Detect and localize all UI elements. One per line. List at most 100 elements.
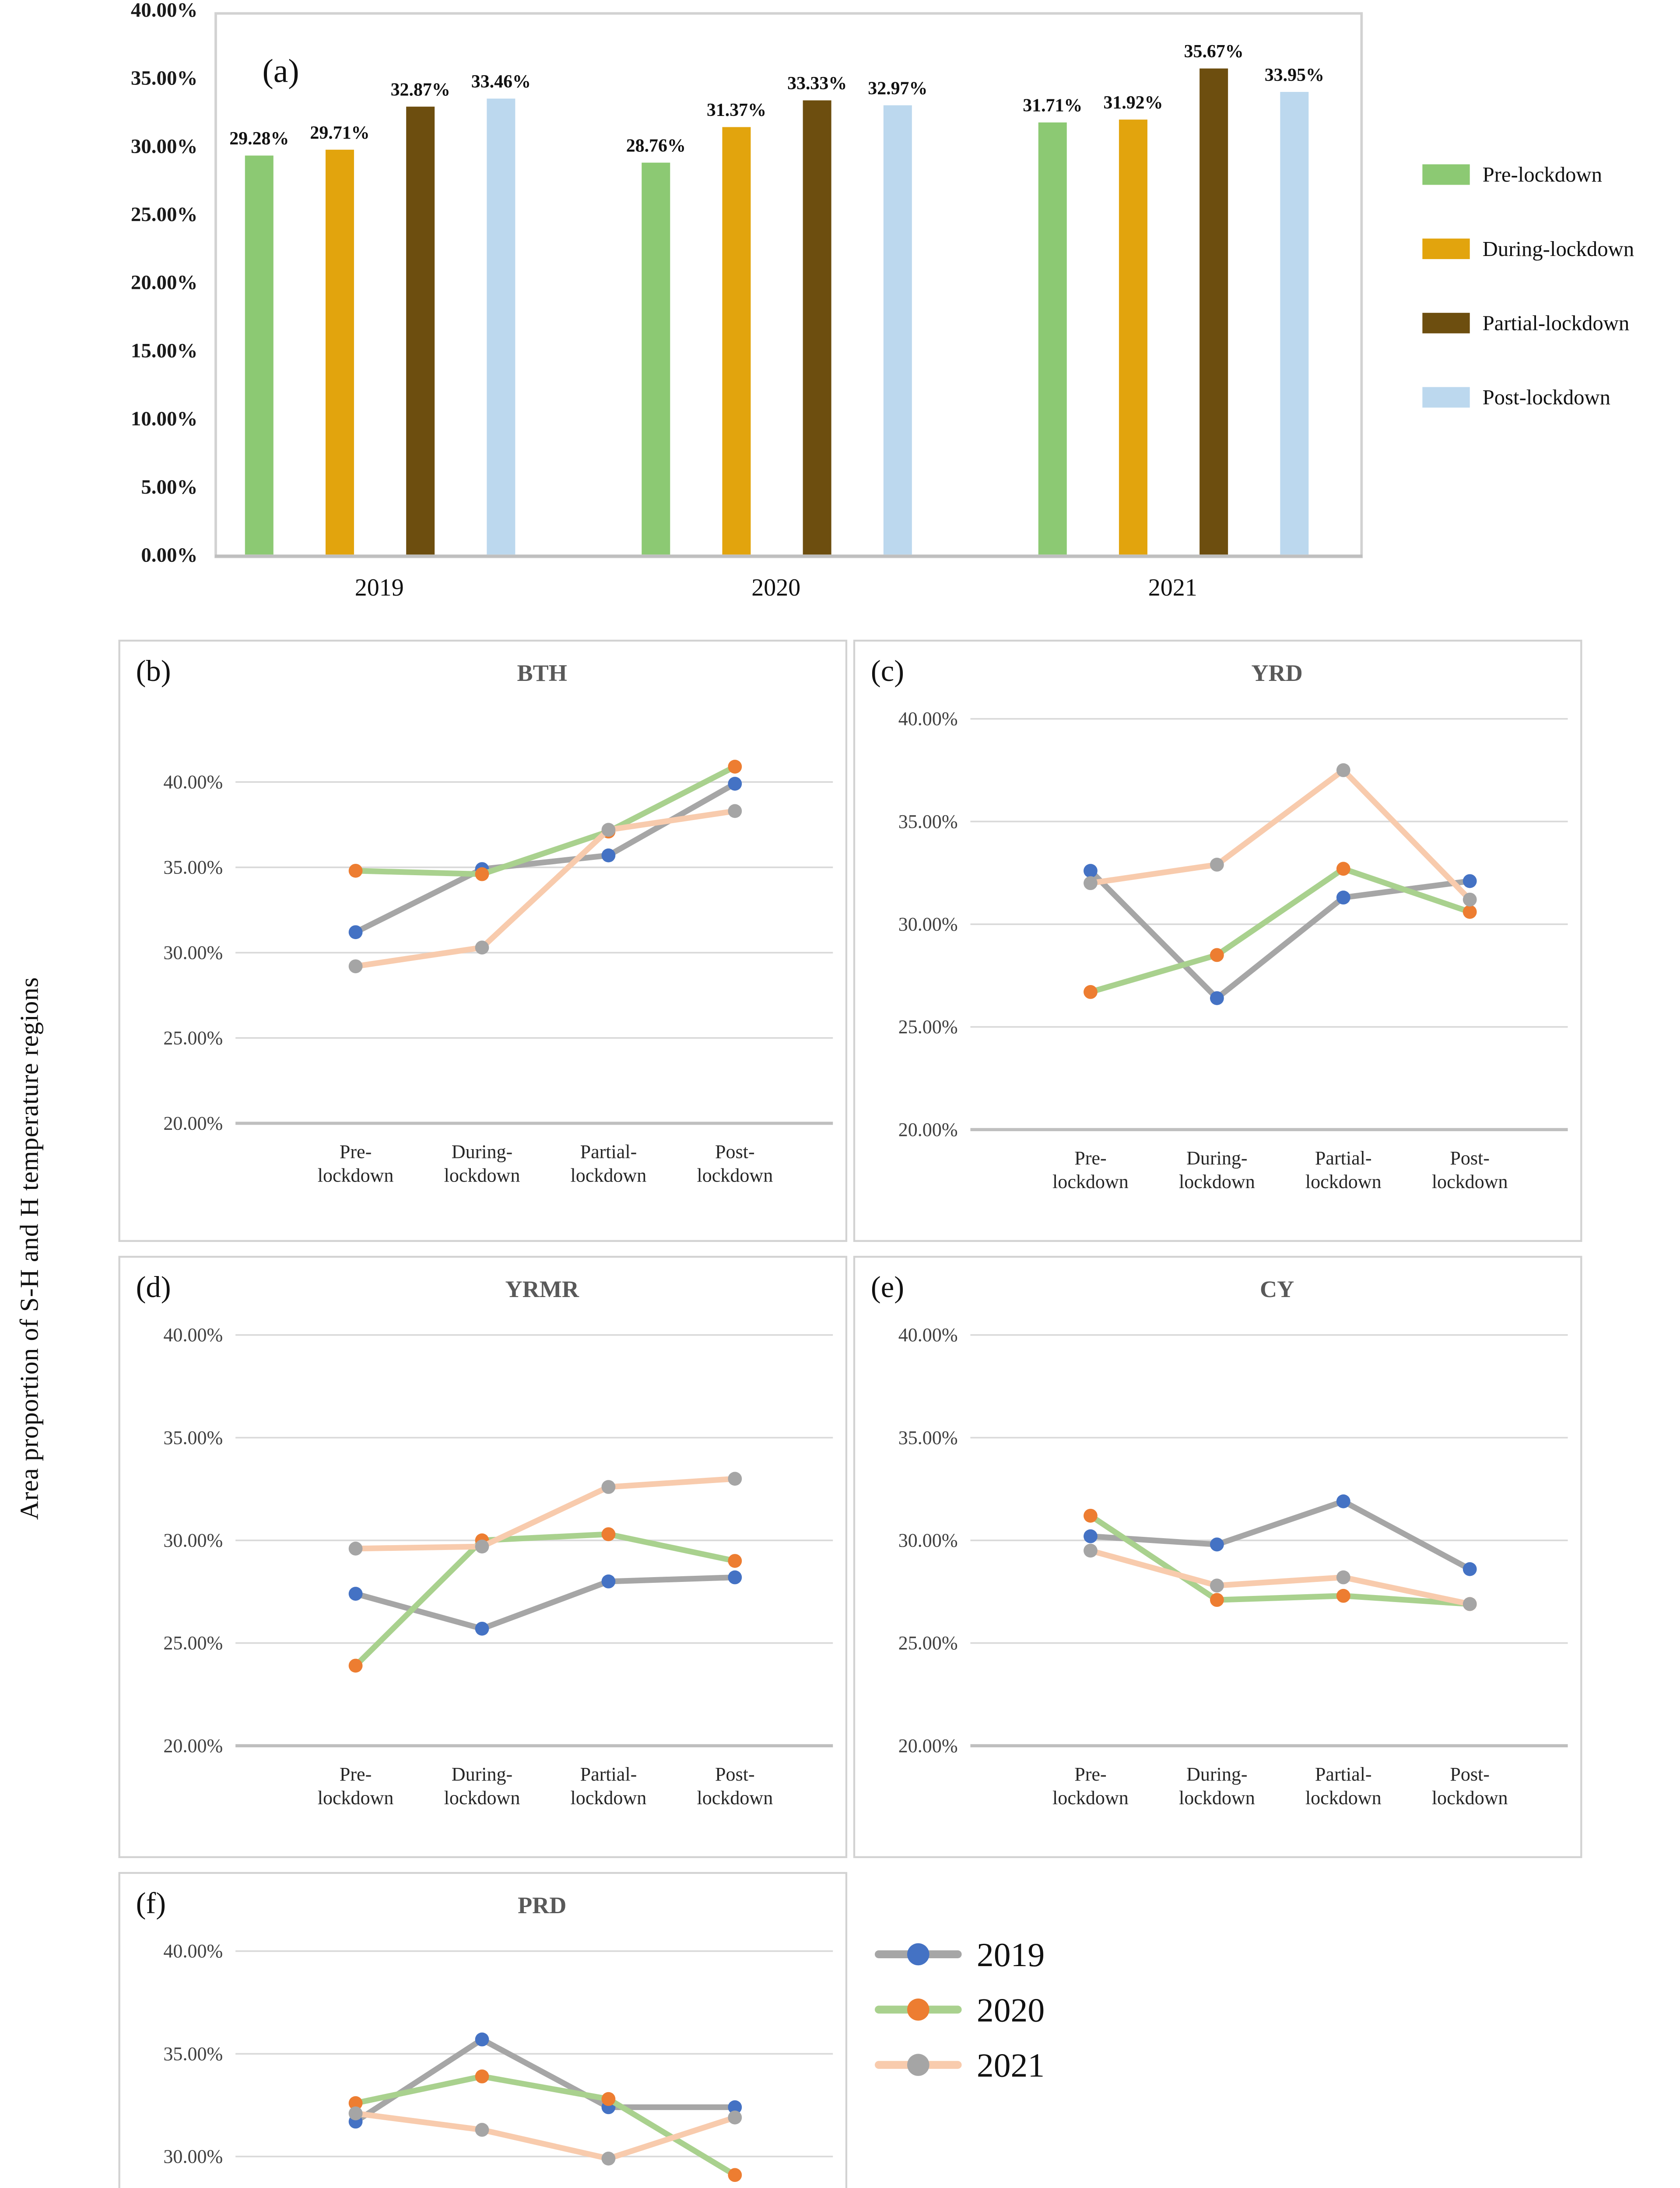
line-series-2019 xyxy=(348,1570,742,1636)
data-point xyxy=(728,2168,742,2182)
panel-title: YRMR xyxy=(505,1276,579,1302)
line-legend-entry: 2019 xyxy=(874,1936,1045,1974)
y-tick-label: 40.00% xyxy=(898,1324,958,1346)
legend-swatch xyxy=(1422,238,1470,259)
data-point xyxy=(1084,1543,1098,1558)
data-point xyxy=(1210,1537,1224,1552)
legend-label: Partial-lockdown xyxy=(1483,312,1630,335)
bar-value-label: 33.33% xyxy=(787,74,847,94)
data-point xyxy=(1463,874,1477,888)
panel-title: PRD xyxy=(518,1892,566,1918)
data-point xyxy=(475,1539,489,1554)
y-tick-label: 0.00% xyxy=(141,543,197,566)
y-tick-label: 20.00% xyxy=(898,1119,958,1140)
y-tick-label: 30.00% xyxy=(898,1529,958,1551)
bar-legend: Pre-lockdown During-lockdown Partial-lockd… xyxy=(1422,163,1634,409)
y-tick-label: 25.00% xyxy=(163,1632,223,1654)
data-point xyxy=(1084,985,1098,999)
data-point xyxy=(475,2069,489,2083)
panel-border xyxy=(853,1255,1582,1858)
data-point xyxy=(348,1541,363,1556)
data-point xyxy=(1084,1508,1098,1523)
y-tick-label: 40.00% xyxy=(163,1324,223,1346)
series-line xyxy=(353,2037,738,2125)
panel-label: (c) xyxy=(871,654,904,687)
y-tick-label: 35.00% xyxy=(163,1427,223,1448)
legend-marker xyxy=(907,1943,929,1966)
data-point xyxy=(475,2032,489,2047)
data-point xyxy=(1084,864,1098,878)
data-point xyxy=(1336,1570,1350,1585)
y-tick-label: 15.00% xyxy=(131,339,198,362)
bar xyxy=(325,150,354,555)
bar-series-During-lockdown: 29.71% 31.37% 31.92% xyxy=(310,93,1163,555)
series-line xyxy=(353,1574,738,1632)
bar-value-label: 31.92% xyxy=(1103,93,1163,113)
data-point xyxy=(1463,892,1477,907)
bar xyxy=(1038,122,1067,555)
line-legend-entry: 2021 xyxy=(874,2047,1045,2084)
y-tick-label: 5.00% xyxy=(141,476,197,498)
panel-label: (e) xyxy=(871,1270,904,1304)
panel-title: BTH xyxy=(517,660,567,686)
y-tick-label: 25.00% xyxy=(163,1027,223,1048)
bar-value-label: 32.87% xyxy=(391,80,450,100)
data-point xyxy=(348,1659,363,1673)
line-chart-panel-prd: (f)PRD40.00%35.00%30.00%25.00%20.00%Pre-… xyxy=(118,1872,848,2188)
line-series-2019 xyxy=(348,2032,742,2129)
line-series-legend: 2019 2020 2021 xyxy=(874,1936,1045,2084)
panel-label: (f) xyxy=(136,1886,166,1920)
legend-label: 2019 xyxy=(977,1936,1045,1974)
y-tick-label: 35.00% xyxy=(898,1427,958,1448)
series-line xyxy=(1087,767,1473,903)
series-line xyxy=(353,764,738,877)
series-line xyxy=(353,1476,738,1552)
data-point xyxy=(728,1472,742,1486)
x-tick-label: Partial-lockdown xyxy=(1305,1764,1382,1809)
data-point xyxy=(601,1574,616,1588)
data-point xyxy=(1463,1562,1477,1576)
panel-border xyxy=(853,639,1582,1242)
data-point xyxy=(728,804,742,818)
bar-value-label: 29.28% xyxy=(229,129,289,149)
panel-label: (b) xyxy=(136,654,171,687)
x-tick-label: During-lockdown xyxy=(1179,1764,1255,1809)
bar xyxy=(883,105,912,555)
y-tick-label: 30.00% xyxy=(898,913,958,935)
data-point xyxy=(1336,862,1350,876)
data-point xyxy=(728,1570,742,1585)
data-point xyxy=(1084,876,1098,891)
x-tick-label: Partial-lockdown xyxy=(1305,1147,1382,1192)
data-point xyxy=(475,940,489,955)
line-legend-entry: 2020 xyxy=(874,1991,1045,2029)
y-tick-label: 20.00% xyxy=(163,1112,223,1134)
legend-swatch xyxy=(1422,387,1470,408)
x-tick-label: 2019 xyxy=(355,574,404,601)
legend-label: 2021 xyxy=(977,2047,1045,2084)
line-chart-panel-cy: (e) CY 40.00% 35.00% 30.00% 25.00% 20.00% Pre-l… xyxy=(853,1255,1582,1858)
data-point xyxy=(1210,858,1224,872)
y-tick-label: 40.00% xyxy=(898,708,958,729)
bar-value-label: 33.95% xyxy=(1265,65,1324,85)
x-tick-label: Pre-lockdown xyxy=(318,1141,394,1186)
line-series-2020 xyxy=(348,1527,742,1673)
bar-value-label: 35.67% xyxy=(1184,42,1244,62)
x-tick-label: Pre-lockdown xyxy=(318,1764,394,1809)
series-line xyxy=(1087,1513,1473,1607)
panel-label: (a) xyxy=(263,53,299,90)
line-series-2021 xyxy=(348,2106,742,2166)
bar-series-Partial-lockdown: 32.87% 33.33% 35.67% xyxy=(391,42,1244,555)
x-tick-label: Post-lockdown xyxy=(697,1141,773,1186)
bar-series-Pre-lockdown: 29.28% 28.76% 31.71% xyxy=(229,96,1082,555)
legend-marker xyxy=(907,1999,929,2021)
line-chart-panel-yrd: (c) YRD 40.00% 35.00% 30.00% 25.00% 20.00% Pre-… xyxy=(853,639,1582,1242)
data-point xyxy=(348,2096,363,2110)
data-point xyxy=(1336,1494,1350,1508)
legend-label: Post-lockdown xyxy=(1483,386,1610,409)
data-point xyxy=(1336,763,1350,777)
y-tick-label: 35.00% xyxy=(898,811,958,832)
y-tick-label: 30.00% xyxy=(131,135,198,158)
line-series-2021 xyxy=(1084,763,1477,907)
panel-border xyxy=(118,1872,848,2188)
